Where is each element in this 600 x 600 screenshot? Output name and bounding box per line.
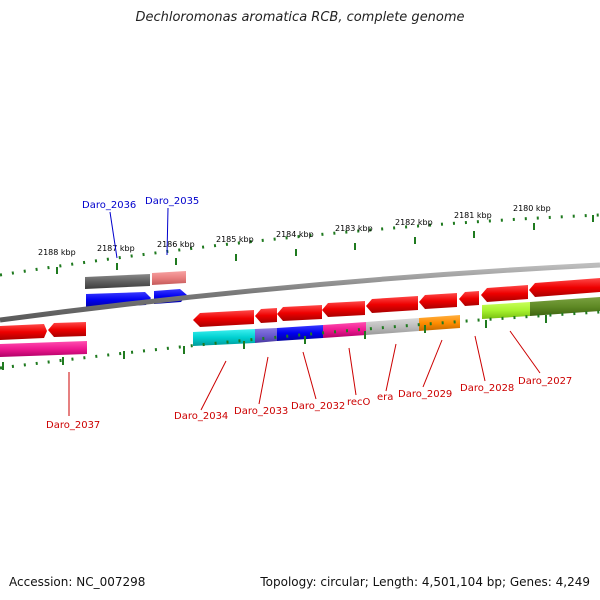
gene-label[interactable]: Daro_2027 [518,376,572,387]
gene-label[interactable]: era [377,392,393,403]
gene-daro-2035-band [152,271,186,285]
band-cyan [193,329,255,346]
gene-red-e[interactable] [366,296,418,313]
scale-label: 2185 kbp [216,235,254,244]
leader-lines [68,207,541,416]
gene-label[interactable]: Daro_2034 [174,411,228,422]
band-orange [419,315,460,331]
band-purple [255,328,277,343]
gene-label[interactable]: recO [347,397,371,408]
gene-label[interactable]: Daro_2029 [398,389,452,400]
gene-red-h[interactable] [481,285,528,302]
gene-label[interactable]: Daro_2032 [291,401,345,412]
gene-labels: Daro_2036 Daro_2035 Daro_2037 Daro_2034 … [46,196,572,431]
scale-label: 2182 kbp [395,218,433,227]
inner-major-ticks [2,315,547,370]
band-blue [277,325,323,341]
gene-label[interactable]: Daro_2037 [46,420,100,431]
genome-backbone [0,262,600,323]
outer-major-ticks [56,215,594,274]
scale-label: 2183 kbp [335,224,373,233]
scale-label: 2180 kbp [513,204,551,213]
band-magenta-left [0,341,87,357]
scale-label: 2184 kbp [276,230,314,239]
gene-label[interactable]: Daro_2035 [145,196,199,207]
gene-red-f[interactable] [419,293,457,309]
outer-scale-track [0,213,600,277]
scale-labels: 2188 kbp 2187 kbp 2186 kbp 2185 kbp 2184… [38,204,551,257]
gene-label[interactable]: Daro_2036 [82,200,136,211]
inner-scale-track [0,310,600,370]
accession-text: Accession: NC_007298 [9,575,146,589]
topology-text: Topology: circular; Length: 4,501,104 bp… [260,575,590,589]
gene-red-g[interactable] [459,291,479,306]
gene-left-red-2[interactable] [48,322,86,337]
band-olive [530,297,600,316]
gene-red-b[interactable] [255,308,277,323]
band-lime [482,302,530,319]
band-magenta [323,322,366,338]
map-title: Dechloromonas aromatica RCB, complete ge… [135,10,465,25]
gene-left-red-1[interactable] [0,324,47,340]
gene-label[interactable]: Daro_2028 [460,383,514,394]
gene-red-i[interactable] [529,278,600,297]
scale-label: 2181 kbp [454,211,492,220]
band-silver [366,318,419,335]
forward-genes [0,278,600,340]
gene-red-d[interactable] [322,301,365,317]
gene-red-c[interactable] [277,305,322,321]
scale-label: 2186 kbp [157,240,195,249]
scale-label: 2188 kbp [38,248,76,257]
gene-red-a[interactable] [193,310,254,327]
gene-daro-2036-band [85,274,150,289]
gene-label[interactable]: Daro_2033 [234,406,288,417]
